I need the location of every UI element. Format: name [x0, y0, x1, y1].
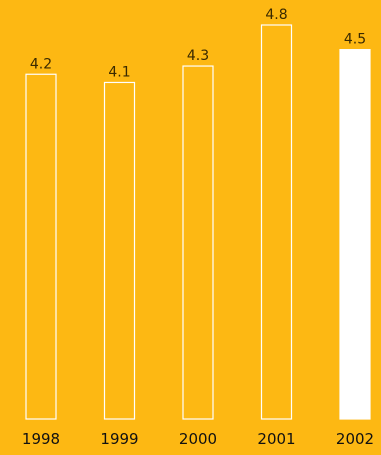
- category-label-1999: 1999: [100, 430, 138, 448]
- value-label-1998: 4.2: [30, 56, 52, 72]
- category-label-2002: 2002: [336, 430, 374, 448]
- value-label-2000: 4.3: [187, 48, 209, 64]
- category-label-2000: 2000: [179, 430, 217, 448]
- bars-layer: [25, 24, 371, 420]
- value-labels-layer: 4.2 4.1 4.3 4.8 4.5: [30, 7, 366, 80]
- category-label-1998: 1998: [22, 430, 60, 448]
- bar-1999: [103, 81, 136, 420]
- category-label-2001: 2001: [257, 430, 295, 448]
- bar-2000: [182, 65, 214, 420]
- value-label-1999: 4.1: [108, 64, 130, 80]
- value-label-2001: 4.8: [265, 7, 287, 23]
- bar-2002: [339, 49, 371, 420]
- bar-2001: [260, 24, 293, 420]
- category-labels-layer: 1998 1999 2000 2001 2002: [22, 430, 374, 448]
- value-label-2002: 4.5: [344, 32, 366, 48]
- bar-1998: [25, 73, 57, 420]
